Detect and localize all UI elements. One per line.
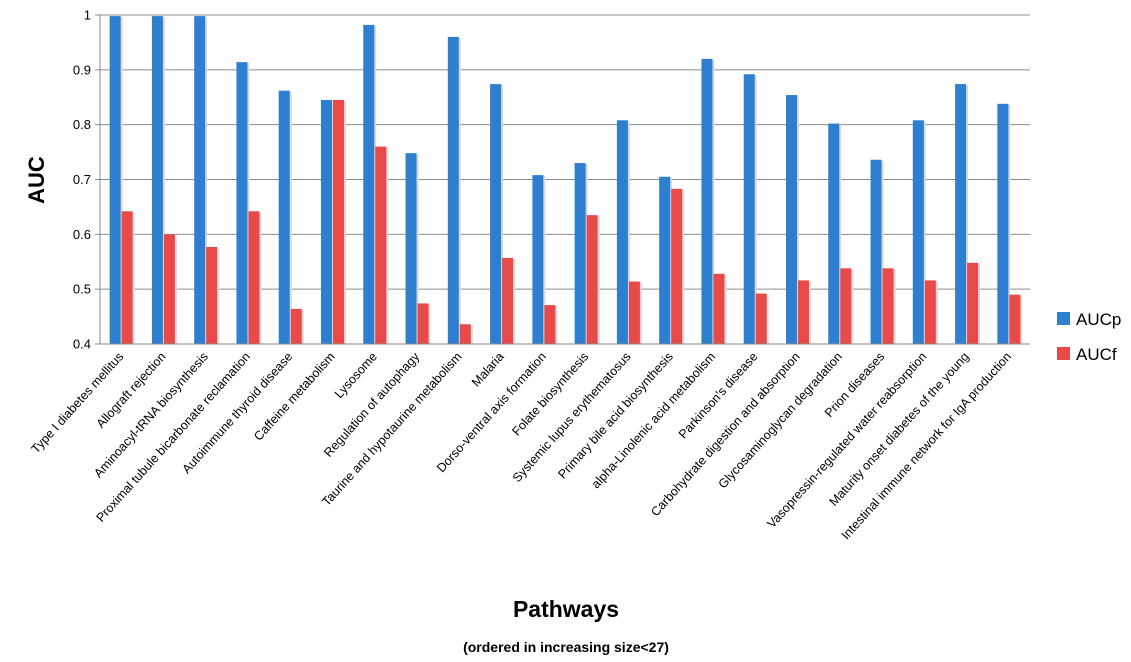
x-category-label: Vasopressin-regulated water reabsorption bbox=[764, 350, 929, 531]
bar-aucf bbox=[882, 268, 894, 344]
legend-swatch-aucf bbox=[1057, 347, 1070, 360]
x-category-label: Caffeine metabolism bbox=[251, 350, 337, 444]
bar-aucf bbox=[840, 268, 852, 344]
bar-aucf bbox=[163, 234, 175, 344]
bar-aucf bbox=[459, 324, 471, 344]
x-axis-subtitle: (ordered in increasing size<27) bbox=[463, 639, 669, 655]
bar-aucp bbox=[109, 16, 121, 344]
bar-aucp bbox=[278, 90, 290, 344]
bar-aucp bbox=[321, 99, 332, 344]
bar-aucf bbox=[628, 281, 640, 344]
bar-aucf bbox=[502, 257, 514, 344]
bars bbox=[109, 16, 1023, 345]
bar-aucf bbox=[290, 308, 302, 344]
y-tick-label: 0.9 bbox=[73, 62, 91, 77]
bar-aucf bbox=[248, 211, 260, 344]
bar-aucp bbox=[405, 153, 417, 344]
bar-aucp bbox=[151, 16, 163, 344]
y-axis-title: AUC bbox=[24, 156, 49, 204]
legend-label-aucf: AUCf bbox=[1076, 345, 1117, 364]
bar-aucp bbox=[574, 163, 586, 344]
bar-aucp bbox=[659, 176, 671, 344]
bar-aucp bbox=[701, 58, 713, 344]
bar-aucp bbox=[912, 120, 924, 344]
bar-aucp bbox=[870, 159, 882, 344]
y-axis-ticks: 0.4 0.5 0.6 0.7 0.8 0.9 1 bbox=[73, 8, 100, 352]
x-axis-title: Pathways bbox=[513, 596, 619, 622]
bar-aucp bbox=[616, 120, 628, 344]
bar-aucf bbox=[417, 303, 429, 344]
bar-aucf bbox=[1009, 294, 1021, 344]
bar-aucf bbox=[206, 246, 218, 344]
bar-aucp bbox=[955, 84, 967, 344]
bar-aucf bbox=[121, 211, 133, 344]
bar-aucf bbox=[333, 99, 344, 344]
y-tick-label: 0.8 bbox=[73, 117, 91, 132]
x-category-label: Carbohydrate digestion and absorption bbox=[648, 350, 803, 519]
bar-aucf bbox=[713, 273, 725, 344]
bar-aucp bbox=[743, 74, 755, 344]
x-category-label: Malaria bbox=[469, 350, 507, 390]
x-category-label: Folate biosynthesis bbox=[509, 350, 591, 439]
bar-aucf bbox=[671, 188, 683, 344]
bar-aucp bbox=[532, 175, 544, 344]
bar-aucp bbox=[997, 103, 1009, 344]
y-tick-label: 1 bbox=[84, 8, 91, 23]
bar-aucf bbox=[967, 262, 979, 344]
bar-aucp bbox=[363, 24, 375, 345]
y-tick-label: 0.7 bbox=[73, 172, 91, 187]
bar-aucf bbox=[586, 215, 598, 344]
bar-aucp bbox=[447, 36, 459, 344]
bar-aucp bbox=[194, 16, 206, 344]
bar-aucp bbox=[236, 62, 248, 344]
bar-aucp bbox=[490, 84, 502, 344]
bar-aucp bbox=[786, 95, 797, 344]
bar-aucf bbox=[755, 293, 767, 344]
legend-swatch-aucp bbox=[1057, 312, 1070, 325]
bar-aucp bbox=[828, 123, 840, 344]
y-tick-label: 0.4 bbox=[73, 337, 91, 352]
legend-label-aucp: AUCp bbox=[1076, 310, 1121, 329]
legend: AUCp AUCf bbox=[1057, 310, 1121, 364]
bar-aucf bbox=[544, 305, 556, 344]
x-category-label: Proximal tubule bicarbonate reclamation bbox=[94, 350, 254, 525]
bar-aucf bbox=[924, 280, 936, 344]
bar-aucf bbox=[798, 280, 809, 344]
bar-aucf bbox=[375, 146, 387, 344]
y-tick-label: 0.6 bbox=[73, 227, 91, 242]
x-category-label: Parkinson's disease bbox=[676, 350, 761, 442]
y-tick-label: 0.5 bbox=[73, 282, 91, 297]
